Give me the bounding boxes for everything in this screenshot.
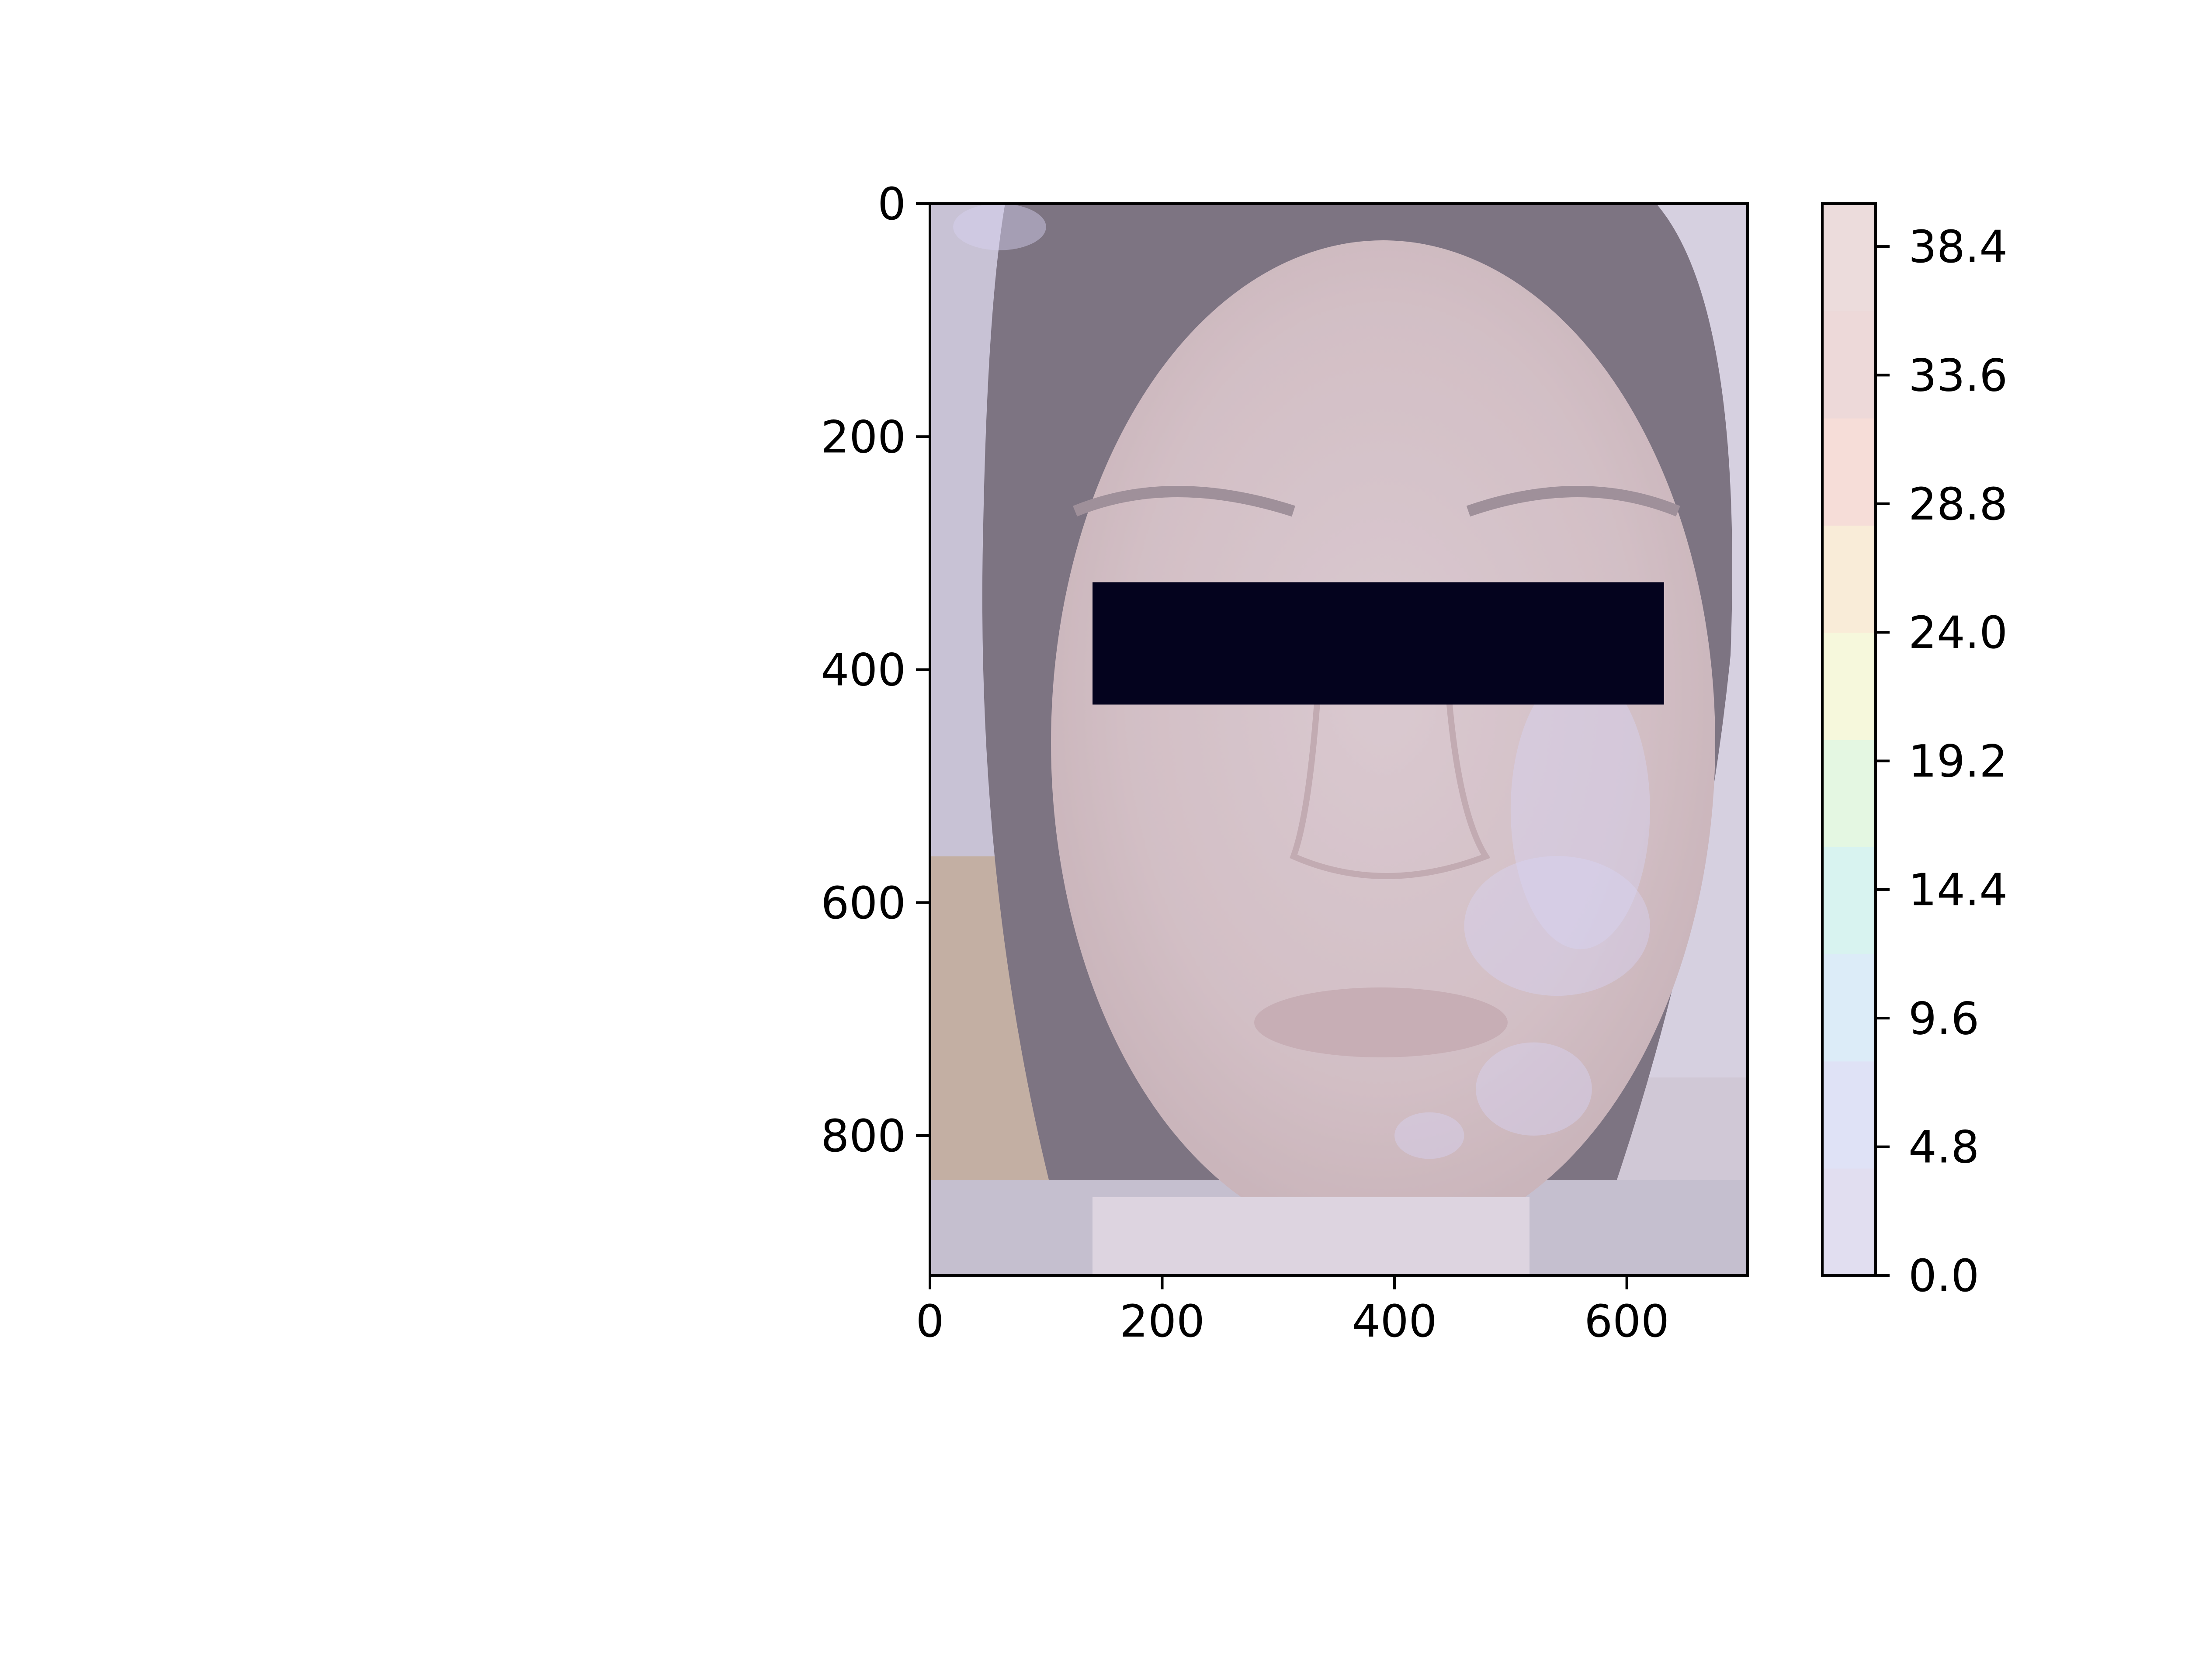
y-axis: 0 200 400 600 800: [821, 178, 930, 1162]
left-eyebrow: [1073, 486, 1295, 517]
mouth: [1254, 987, 1508, 1057]
nose: [1290, 664, 1491, 879]
colorbar-frame: [1821, 202, 1877, 1277]
colorbar: 0.0 4.8 9.6 14.4 19.2 24.0 28.8 33.6 38.4: [1821, 202, 2008, 1302]
colorbar-tick-label: 4.8: [1908, 1122, 1979, 1174]
colorbar-tick-label: 9.6: [1908, 993, 1979, 1045]
colorbar-band: [1822, 1168, 1876, 1276]
plot-frame: [929, 202, 1749, 1277]
heatmap-contour: [1394, 1112, 1464, 1159]
y-tick-label: 400: [821, 644, 906, 696]
colorbar-tick-label: 19.2: [1908, 736, 2008, 788]
colorbar-band: [1822, 954, 1876, 1062]
x-tick-label: 600: [1584, 1296, 1669, 1347]
face-photo: [930, 204, 1748, 1275]
colorbar-band: [1822, 418, 1876, 526]
x-tick-label: 200: [1120, 1296, 1205, 1347]
x-tick-label: 0: [916, 1296, 944, 1347]
colorbar-band: [1822, 846, 1876, 955]
colorbar-band: [1822, 1061, 1876, 1169]
heatmap-contour: [953, 204, 1046, 250]
colorbar-band: [1822, 311, 1876, 419]
y-tick-label: 600: [821, 877, 906, 929]
colorbar-band: [1822, 632, 1876, 740]
colorbar-tick-label: 33.6: [1908, 350, 2008, 402]
y-tick-label: 0: [877, 178, 906, 230]
heatmap-overlay: [930, 204, 1748, 1275]
colorbar-tick-label: 0.0: [1908, 1250, 1979, 1302]
colorbar-tick-label: 28.8: [1908, 478, 2008, 530]
colorbar-band: [1822, 525, 1876, 633]
colorbar-tick-label: 38.4: [1908, 221, 2008, 273]
x-axis: 0 200 400 600: [916, 1275, 1669, 1347]
heatmap-contour: [1464, 856, 1650, 996]
colorbar-band: [1822, 739, 1876, 847]
x-tick-label: 400: [1352, 1296, 1437, 1347]
colorbar-band: [1822, 204, 1876, 312]
colorbar-tick-label: 14.4: [1908, 864, 2008, 916]
y-tick-label: 200: [821, 411, 906, 463]
colorbar-tick-label: 24.0: [1908, 607, 2008, 659]
heatmap-contour: [1476, 1042, 1592, 1136]
neck-collar: [1092, 1197, 1530, 1275]
right-eyebrow: [1466, 486, 1680, 517]
redaction-bar: [1092, 582, 1664, 705]
y-tick-label: 800: [821, 1110, 906, 1162]
heatmap-contour: [1510, 669, 1650, 949]
